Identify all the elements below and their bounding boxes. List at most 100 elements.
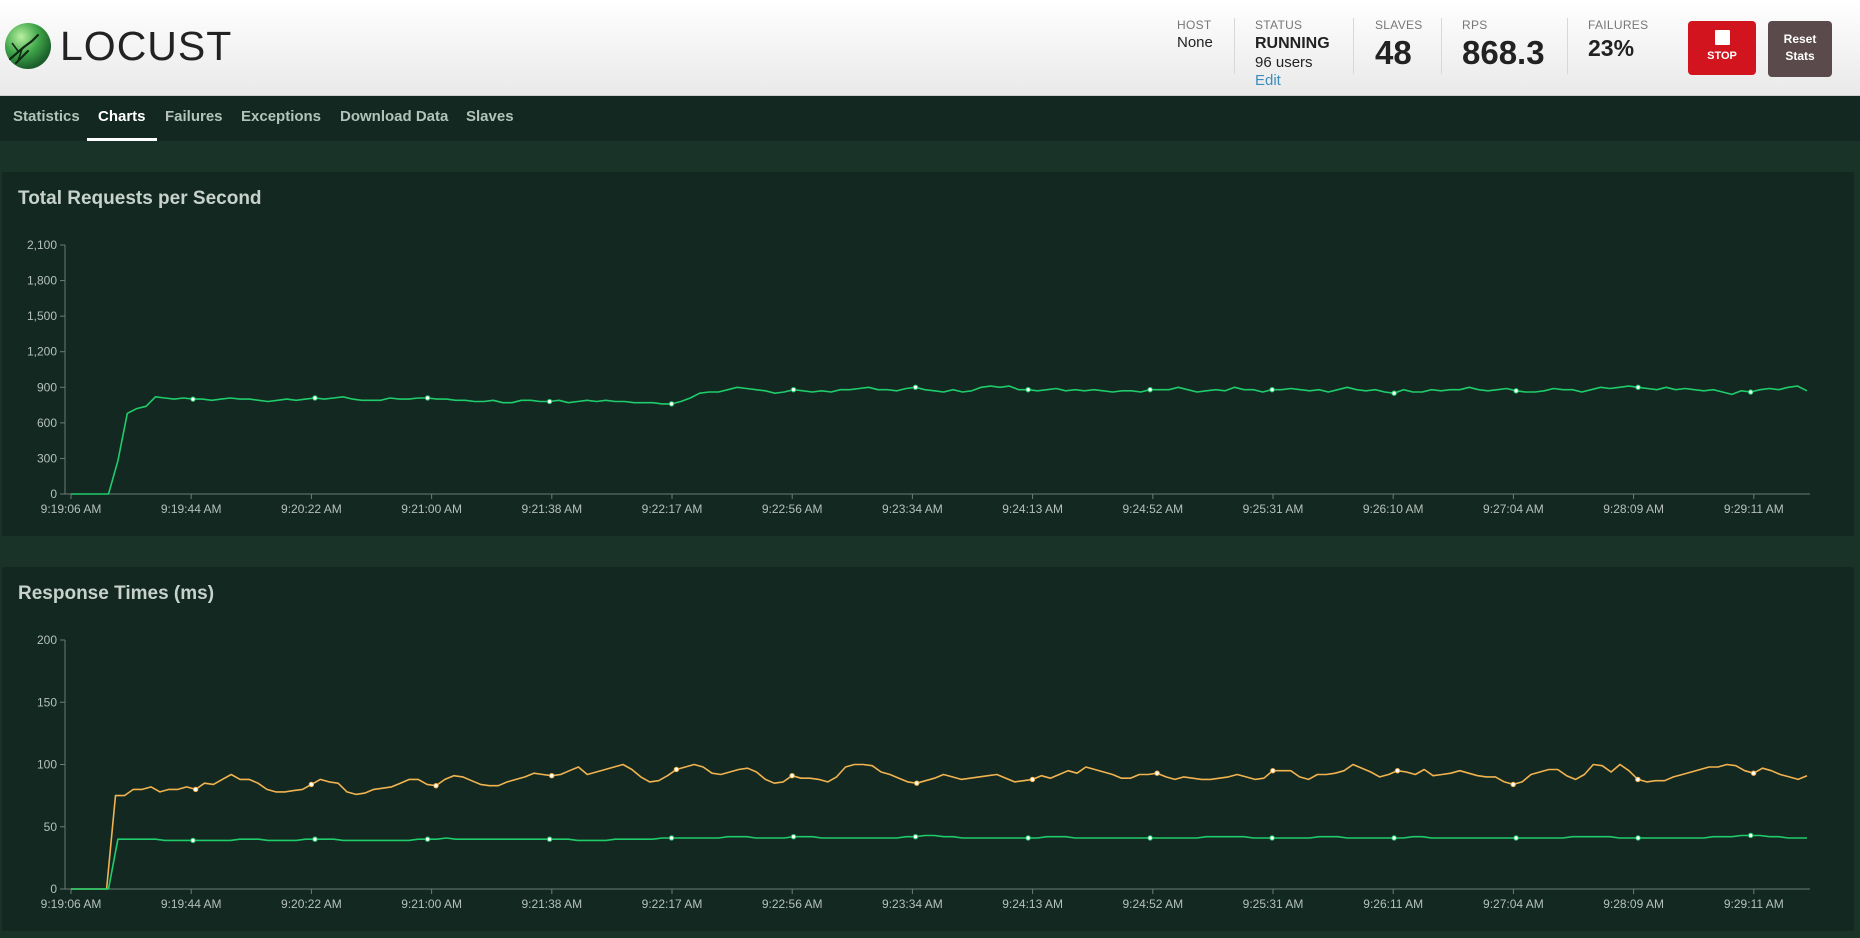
x-tick-label: 9:21:38 AM [521,502,582,516]
x-tick-label: 9:24:52 AM [1122,502,1183,516]
data-point [668,401,675,407]
x-tick-label: 9:21:00 AM [401,502,462,516]
rps-chart-panel: Total Requests per Second 0 300 600 900 1,20… [2,172,1854,536]
locust-globe-icon [5,23,51,69]
data-point [190,837,196,844]
data-point [914,780,920,786]
data-point [1391,390,1397,396]
slaves-label: SLAVES [1375,18,1423,32]
response-time-chart[interactable]: 0 50 100 150 200 9:19:06 AM 9:19:44 AM 9:20:22 … [2,567,1854,931]
x-tick-label: 9:23:34 AM [882,897,943,911]
host-value: None [1177,34,1213,51]
x-tick-label: 9:24:13 AM [1002,897,1063,911]
y-tick-label: 0 [50,882,57,896]
data-point [790,386,797,393]
slaves-stat: SLAVES 48 [1375,18,1423,72]
x-tick-label: 9:20:22 AM [281,897,342,911]
host-label: HOST [1177,18,1212,32]
data-point [1513,388,1519,394]
failures-stat: FAILURES 23% [1588,18,1648,62]
data-point [1269,835,1275,841]
data-point [424,395,431,401]
x-tick-label: 9:19:06 AM [41,897,102,911]
data-point [1025,835,1031,841]
data-point [1147,386,1153,393]
data-point [673,766,680,773]
x-tick-label: 9:27:04 AM [1483,897,1544,911]
x-tick-label: 9:20:22 AM [281,502,342,516]
x-tick-label: 9:24:52 AM [1122,897,1183,911]
series-line-1 [71,834,1807,890]
tab-statistics[interactable]: Statistics [13,108,80,125]
stop-label: STOP [1707,50,1737,62]
data-point [1747,832,1754,839]
stop-button[interactable]: STOP [1688,21,1756,75]
data-point [546,398,553,405]
rps-value: 868.3 [1462,34,1545,71]
y-tick-label: 100 [37,758,57,772]
failures-label: FAILURES [1588,18,1649,32]
y-tick-label: 2,100 [27,238,57,252]
x-tick-label: 9:27:04 AM [1483,502,1544,516]
data-point [1269,386,1275,393]
data-point [912,834,919,840]
x-tick-label: 9:28:09 AM [1603,897,1664,911]
data-point [1147,835,1153,841]
stop-icon [1714,30,1730,45]
series-line-0 [71,763,1808,890]
data-point [308,781,315,788]
data-point [1270,768,1276,774]
top-header: LOCUST HOST None STATUS RUNNING 96 users… [0,0,1860,96]
reset-label-line1: Reset [1783,32,1817,46]
x-tick-label: 9:26:11 AM [1363,897,1423,911]
y-tick-label: 1,800 [27,274,57,288]
response-time-chart-title: Response Times (ms) [18,583,215,604]
tab-exceptions[interactable]: Exceptions [241,108,322,125]
logo-text: LOCUST [60,22,233,69]
tab-slaves[interactable]: Slaves [466,108,514,125]
reset-label-line2: Stats [1785,49,1815,63]
data-point [1391,835,1397,841]
data-point [549,773,555,779]
data-point [1635,835,1641,841]
data-point [1750,770,1757,776]
locust-logo[interactable]: LOCUST [2,20,232,72]
y-tick-label: 300 [37,451,57,465]
data-point [546,836,553,842]
x-tick-label: 9:25:31 AM [1243,502,1304,516]
slaves-value: 48 [1375,34,1412,71]
main-nav: Statistics Charts Failures Exceptions Do… [0,96,1860,141]
data-point [1394,768,1401,774]
tab-download-data[interactable]: Download Data [340,108,449,125]
data-point [424,836,431,842]
tab-charts[interactable]: Charts [87,96,157,141]
y-tick-label: 900 [37,380,57,394]
data-point [312,836,318,842]
host-stat: HOST None [1177,18,1213,51]
y-tick-label: 1,200 [27,345,57,359]
x-tick-label: 9:25:31 AM [1243,897,1304,911]
tab-failures[interactable]: Failures [165,108,223,125]
status-label: STATUS [1255,18,1303,32]
data-point [1510,781,1516,788]
x-tick-label: 9:22:56 AM [762,897,823,911]
divider [1441,18,1442,74]
reset-stats-button[interactable]: Reset Stats [1768,21,1832,77]
data-point [1154,770,1160,776]
x-tick-label: 9:21:38 AM [521,897,582,911]
data-point [190,396,196,402]
data-point [1025,386,1031,393]
divider [1353,18,1354,74]
x-tick-label: 9:22:56 AM [762,502,823,516]
rps-chart[interactable]: 0 300 600 900 1,200 1,500 1,800 2,100 9:19:06 AM… [2,172,1854,536]
data-point [1029,776,1036,783]
series-line-0 [71,385,1808,495]
y-tick-label: 0 [50,487,57,501]
data-point [912,384,919,390]
data-point [1747,389,1754,395]
data-point [790,834,797,840]
data-point [789,773,795,779]
edit-users-link[interactable]: Edit [1255,72,1281,89]
y-tick-label: 50 [44,820,58,834]
y-tick-label: 150 [37,695,57,709]
